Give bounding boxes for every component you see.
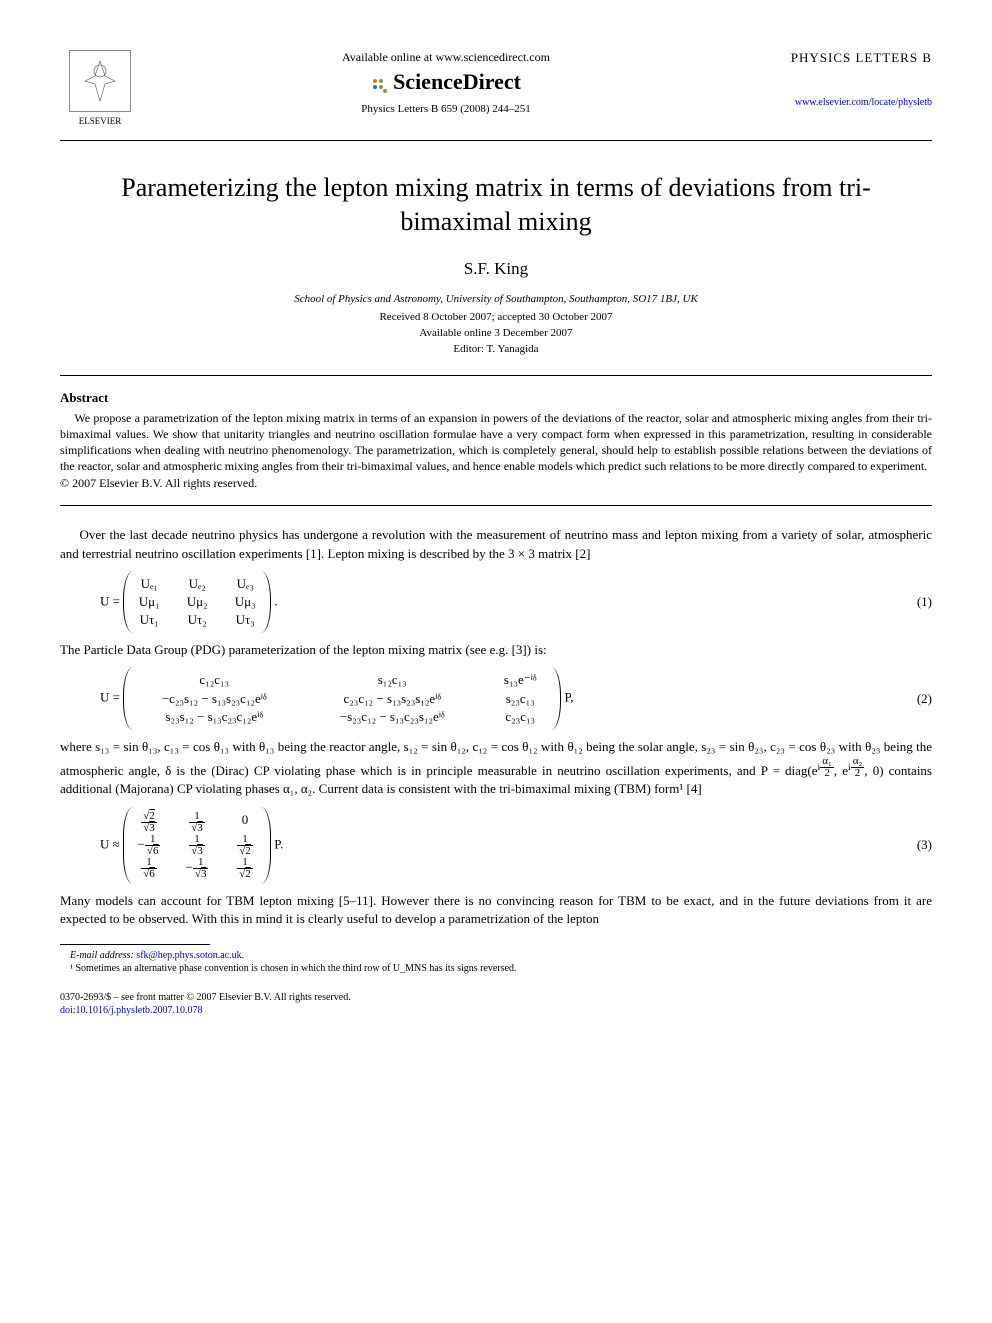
eq3-cell-20: 1√6 — [134, 857, 164, 880]
eq3-matrix: √2√3 1√3 0 −1√6 1√3 1√2 1√6 −1√3 1√2 — [123, 807, 271, 884]
equation-3: U ≈ √2√3 1√3 0 −1√6 1√3 1√2 1√6 − — [100, 807, 932, 884]
page-header: ELSEVIER Available online at www.science… — [60, 50, 932, 126]
eq3-cell-21: −1√3 — [182, 857, 212, 880]
eq3-cell-22: 1√2 — [230, 857, 260, 880]
body-p1-text: Over the last decade neutrino physics ha… — [60, 527, 932, 560]
eq1-cell-11: Uμ₂ — [182, 593, 212, 611]
eq3-cell-00: √2√3 — [134, 811, 164, 834]
body-paragraph-2: The Particle Data Group (PDG) parameteri… — [60, 641, 932, 659]
affiliation: School of Physics and Astronomy, Univers… — [60, 293, 932, 305]
eq2-cell-10: −c₂₃s₁₂ − s₁₃s₂₃c₁₂eⁱᵟ — [134, 690, 294, 708]
eq2-lhs: U = — [100, 690, 120, 705]
body-paragraph-3: where s₁₃ = sin θ₁₃, c₁₃ = cos θ₁₃ with … — [60, 738, 932, 799]
eq2-cell-11: c₂₃c₁₂ − s₁₃s₂₃s₁₂eⁱᵟ — [312, 690, 472, 708]
eq1-cell-00: Uₑ₁ — [134, 575, 164, 593]
equation-1: U = Uₑ₁ Uₑ₂ Uₑ₃ Uμ₁ Uμ₂ Uμ₃ Uτ₁ U — [100, 571, 932, 634]
available-online-date: Available online 3 December 2007 — [60, 327, 932, 339]
abstract-heading: Abstract — [60, 390, 932, 406]
eq1-cell-22: Uτ₃ — [230, 611, 260, 629]
sciencedirect-dots-icon — [371, 75, 389, 93]
abstract-bottom-rule — [60, 505, 932, 506]
eq1-suffix: . — [274, 593, 277, 608]
eq3-cell-10: −1√6 — [134, 834, 164, 857]
body-p3b: , e — [834, 763, 848, 778]
available-online-text: Available online at www.sciencedirect.co… — [160, 50, 732, 65]
journal-reference: Physics Letters B 659 (2008) 244–251 — [160, 103, 732, 115]
issn-line: 0370-2693/$ – see front matter © 2007 El… — [60, 991, 932, 1004]
footnote-1: ¹ Sometimes an alternative phase convent… — [70, 962, 932, 975]
eq2-cell-02: s₁₃e⁻ⁱᵟ — [490, 671, 550, 689]
eq1-cell-10: Uμ₁ — [134, 593, 164, 611]
right-header: PHYSICS LETTERS B www.elsevier.com/locat… — [752, 50, 932, 108]
eq1-cell-01: Uₑ₂ — [182, 575, 212, 593]
abstract-copyright: © 2007 Elsevier B.V. All rights reserved… — [60, 476, 932, 491]
author-name: S.F. King — [60, 259, 932, 279]
journal-link[interactable]: www.elsevier.com/locate/physletb — [795, 97, 932, 108]
sciencedirect-logo: ScienceDirect — [160, 69, 732, 95]
eq2-cell-20: s₂₃s₁₂ − s₁₃c₂₃c₁₂eⁱᵟ — [134, 708, 294, 726]
eq3-cell-02: 0 — [230, 811, 260, 834]
eq2-cell-12: s₂₃c₁₃ — [490, 690, 550, 708]
equation-2: U = c₁₂c₁₃ s₁₂c₁₃ s₁₃e⁻ⁱᵟ −c₂₃s₁₂ − s₁₃s… — [100, 667, 932, 730]
journal-name: PHYSICS LETTERS B — [752, 50, 932, 66]
eq2-cell-01: s₁₂c₁₃ — [312, 671, 472, 689]
center-header: Available online at www.sciencedirect.co… — [140, 50, 752, 115]
eq2-cell-22: c₂₃c₁₃ — [490, 708, 550, 726]
eq1-cell-02: Uₑ₃ — [230, 575, 260, 593]
eq3-cell-12: 1√2 — [230, 834, 260, 857]
eq1-matrix: Uₑ₁ Uₑ₂ Uₑ₃ Uμ₁ Uμ₂ Uμ₃ Uτ₁ Uτ₂ Uτ₃ — [123, 571, 271, 634]
eq2-cell-21: −s₂₃c₁₂ − s₁₃c₂₃s₁₂eⁱᵟ — [312, 708, 472, 726]
email-suffix: . — [242, 950, 245, 961]
body-paragraph-4: Many models can account for TBM lepton m… — [60, 892, 932, 928]
eq1-number: (1) — [892, 594, 932, 610]
eq1-cell-21: Uτ₂ — [182, 611, 212, 629]
elsevier-label: ELSEVIER — [60, 116, 140, 126]
footnote-rule — [60, 944, 210, 945]
sciencedirect-text: ScienceDirect — [393, 69, 521, 94]
eq1-lhs: U = — [100, 593, 120, 608]
editor-line: Editor: T. Yanagida — [60, 343, 932, 355]
doi-link[interactable]: doi:10.1016/j.physletb.2007.10.078 — [60, 1005, 203, 1016]
eq3-lhs: U ≈ — [100, 836, 120, 851]
header-rule — [60, 140, 932, 141]
article-title: Parameterizing the lepton mixing matrix … — [100, 171, 892, 239]
eq1-cell-12: Uμ₃ — [230, 593, 260, 611]
email-link[interactable]: sfk@hep.phys.soton.ac.uk — [136, 950, 241, 961]
eq1-cell-20: Uτ₁ — [134, 611, 164, 629]
abstract-body: We propose a parametrization of the lept… — [60, 410, 932, 475]
elsevier-logo: ELSEVIER — [60, 50, 140, 126]
body-p3a: where s₁₃ = sin θ₁₃, c₁₃ = cos θ₁₃ with … — [60, 739, 932, 778]
eq2-suffix: P, — [564, 690, 573, 705]
eq3-number: (3) — [892, 837, 932, 853]
eq2-number: (2) — [892, 691, 932, 707]
bottom-meta: 0370-2693/$ – see front matter © 2007 El… — [60, 991, 932, 1017]
eq3-suffix: P. — [274, 836, 283, 851]
eq3-cell-01: 1√3 — [182, 811, 212, 834]
abstract-top-rule — [60, 375, 932, 376]
eq2-matrix: c₁₂c₁₃ s₁₂c₁₃ s₁₃e⁻ⁱᵟ −c₂₃s₁₂ − s₁₃s₂₃c₁… — [123, 667, 561, 730]
eq3-cell-11: 1√3 — [182, 834, 212, 857]
received-accepted: Received 8 October 2007; accepted 30 Oct… — [60, 311, 932, 323]
footnote-email: E-mail address: sfk@hep.phys.soton.ac.uk… — [70, 949, 932, 962]
email-label: E-mail address: — [70, 950, 134, 961]
elsevier-tree-icon — [69, 50, 131, 112]
body-paragraph-1: Over the last decade neutrino physics ha… — [60, 526, 932, 562]
eq2-cell-00: c₁₂c₁₃ — [134, 671, 294, 689]
